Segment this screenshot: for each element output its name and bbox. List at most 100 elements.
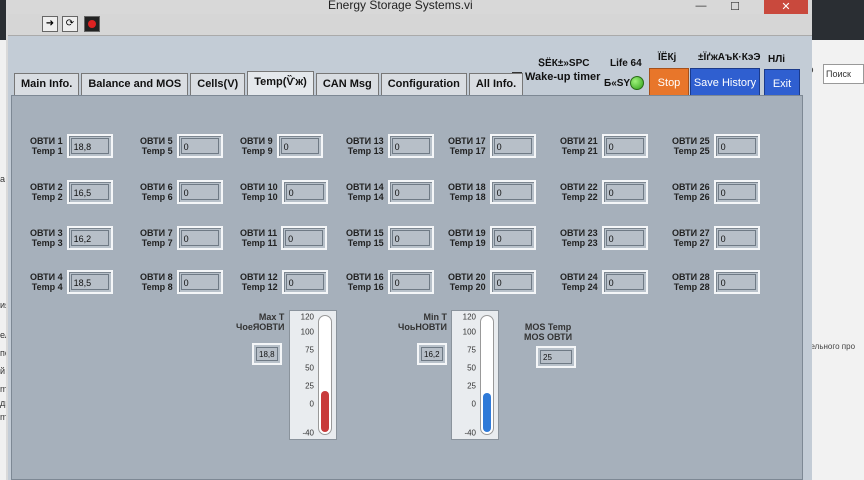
temp-label: ОВТИ 18 Temp 18 xyxy=(448,182,486,202)
temp-value-display: 0 xyxy=(489,134,536,158)
temp-value-display: 0 xyxy=(601,270,648,294)
temp-value-display: 0 xyxy=(713,270,760,294)
temp-label: ОВТИ 12 Temp 12 xyxy=(240,272,278,292)
exit-button[interactable]: Exit xyxy=(764,69,800,97)
desktop-sidebar-item[interactable]: а xyxy=(0,174,6,184)
thermometer-fill xyxy=(483,392,491,432)
temp-label: ОВТИ 27 Temp 27 xyxy=(672,228,710,248)
minimize-button[interactable]: — xyxy=(695,0,707,12)
tab-balance-and-mos[interactable]: Balance and MOS xyxy=(81,73,189,95)
temp-label: ОВТИ 3 Temp 3 xyxy=(30,228,63,248)
temp-value-display: 16,5 xyxy=(66,180,113,204)
header-label-4: ±ЇґжАъК·КэЭ xyxy=(698,52,761,63)
temp-value-display: 0 xyxy=(387,134,434,158)
title-bar: Energy Storage Systems.vi — ☐ ✕ xyxy=(8,0,812,14)
scale-tick: -40 xyxy=(464,428,476,438)
desktop-sidebar-item[interactable]: ия xyxy=(0,300,10,310)
scale-tick: 25 xyxy=(467,381,476,391)
temp-field-10: ОВТИ 10 Temp 10 0 xyxy=(240,180,328,204)
temp-value-display: 0 xyxy=(713,180,760,204)
temp-field-11: ОВТИ 11 Temp 11 0 xyxy=(240,226,328,250)
temp-field-23: ОВТИ 23 Temp 23 0 xyxy=(560,226,648,250)
scale-tick: 100 xyxy=(300,327,314,336)
stop-button[interactable]: Stop xyxy=(649,68,689,96)
scale-tick: 50 xyxy=(305,363,314,373)
temp-value-display: 0 xyxy=(601,180,648,204)
temp-label: ОВТИ 17 Temp 17 xyxy=(448,136,486,156)
run-arrow-icon[interactable]: ➜ xyxy=(42,16,58,32)
temp-label: ОВТИ 24 Temp 24 xyxy=(560,272,598,292)
min-temp-thermometer: 120 100 75 50 25 0 -40 xyxy=(451,310,499,440)
temp-field-3: ОВТИ 3 Temp 3 16,2 xyxy=(30,226,113,250)
temp-value-display: 0 xyxy=(713,134,760,158)
temp-field-26: ОВТИ 26 Temp 26 0 xyxy=(672,180,760,204)
temp-label: ОВТИ 14 Temp 14 xyxy=(346,182,384,202)
temp-label: ОВТИ 6 Temp 6 xyxy=(140,182,173,202)
temp-label: ОВТИ 19 Temp 19 xyxy=(448,228,486,248)
tab-all-info[interactable]: All Info. xyxy=(468,73,524,95)
temp-value-display: 0 xyxy=(489,270,536,294)
temp-value-display: 0 xyxy=(176,226,223,250)
tab-cells-v[interactable]: Cells(V) xyxy=(190,73,246,95)
maximize-button[interactable]: ☐ xyxy=(730,1,740,13)
temp-field-17: ОВТИ 17 Temp 17 0 xyxy=(448,134,536,158)
temp-label: ОВТИ 25 Temp 25 xyxy=(672,136,710,156)
status-led-icon xyxy=(630,76,644,90)
scale-tick: 0 xyxy=(309,399,314,409)
scale-tick: 100 xyxy=(462,327,476,336)
temp-value-display: 0 xyxy=(489,180,536,204)
run-continuous-icon[interactable]: ⟳ xyxy=(62,16,78,32)
scale-tick: 120 xyxy=(462,312,476,322)
spc-label: ՏЁК±»SPC xyxy=(538,58,590,69)
max-temp-thermometer: 120 100 75 50 25 0 -40 xyxy=(289,310,337,440)
wakeup-timer-checkbox[interactable]: Wake-up timer xyxy=(512,71,600,83)
search-input[interactable]: Поиск xyxy=(823,64,864,84)
temp-value-display: 0 xyxy=(176,270,223,294)
temp-value-display: 0 xyxy=(176,180,223,204)
temp-field-4: ОВТИ 4 Temp 4 18,5 xyxy=(30,270,113,294)
temp-value-display: 18,5 xyxy=(66,270,113,294)
temp-label: ОВТИ 21 Temp 21 xyxy=(560,136,598,156)
max-temp-label: Max T ЧоеЯОВТИ xyxy=(236,312,285,332)
thermometer-tube xyxy=(480,315,494,435)
scale-tick: 25 xyxy=(305,381,314,391)
temp-label: ОВТИ 1 Temp 1 xyxy=(30,136,63,156)
thermometer-fill xyxy=(321,390,329,432)
tab-main-info[interactable]: Main Info. xyxy=(14,73,80,95)
temp-field-15: ОВТИ 15 Temp 15 0 xyxy=(346,226,434,250)
scale-tick: 120 xyxy=(300,312,314,322)
temp-label: ОВТИ 28 Temp 28 xyxy=(672,272,710,292)
temp-field-25: ОВТИ 25 Temp 25 0 xyxy=(672,134,760,158)
tab-temp[interactable]: Temp(Ѷж) xyxy=(247,71,314,95)
temp-value-display: 0 xyxy=(387,226,434,250)
temp-label: ОВТИ 2 Temp 2 xyxy=(30,182,63,202)
temp-label: ОВТИ 23 Temp 23 xyxy=(560,228,598,248)
temp-field-12: ОВТИ 12 Temp 12 0 xyxy=(240,270,328,294)
temp-value-display: 0 xyxy=(713,226,760,250)
background-hint-text: редварительного про xyxy=(776,342,856,351)
abort-icon[interactable] xyxy=(84,16,100,32)
temp-field-18: ОВТИ 18 Temp 18 0 xyxy=(448,180,536,204)
tab-bar: Main Info. Balance and MOS Cells(V) Temp(Ѷж… xyxy=(14,71,525,95)
life-label: Life 64 xyxy=(610,58,642,69)
temp-field-27: ОВТИ 27 Temp 27 0 xyxy=(672,226,760,250)
temp-label: ОВТИ 13 Temp 13 xyxy=(346,136,384,156)
temp-label: ОВТИ 15 Temp 15 xyxy=(346,228,384,248)
thermometer-tube xyxy=(318,315,332,435)
tab-configuration[interactable]: Configuration xyxy=(380,73,467,95)
temp-field-28: ОВТИ 28 Temp 28 0 xyxy=(672,270,760,294)
temp-value-display: 0 xyxy=(489,226,536,250)
header-label-3: ЇЁКј xyxy=(658,52,677,63)
temp-label: ОВТИ 9 Temp 9 xyxy=(240,136,273,156)
tab-can-msg[interactable]: CAN Msg xyxy=(315,73,379,95)
close-button[interactable]: ✕ xyxy=(764,0,808,14)
save-history-button[interactable]: Save History xyxy=(690,68,760,96)
temp-value-display: 0 xyxy=(281,180,328,204)
header-label-5: НЛі xyxy=(768,54,786,65)
temp-value-display: 0 xyxy=(601,226,648,250)
